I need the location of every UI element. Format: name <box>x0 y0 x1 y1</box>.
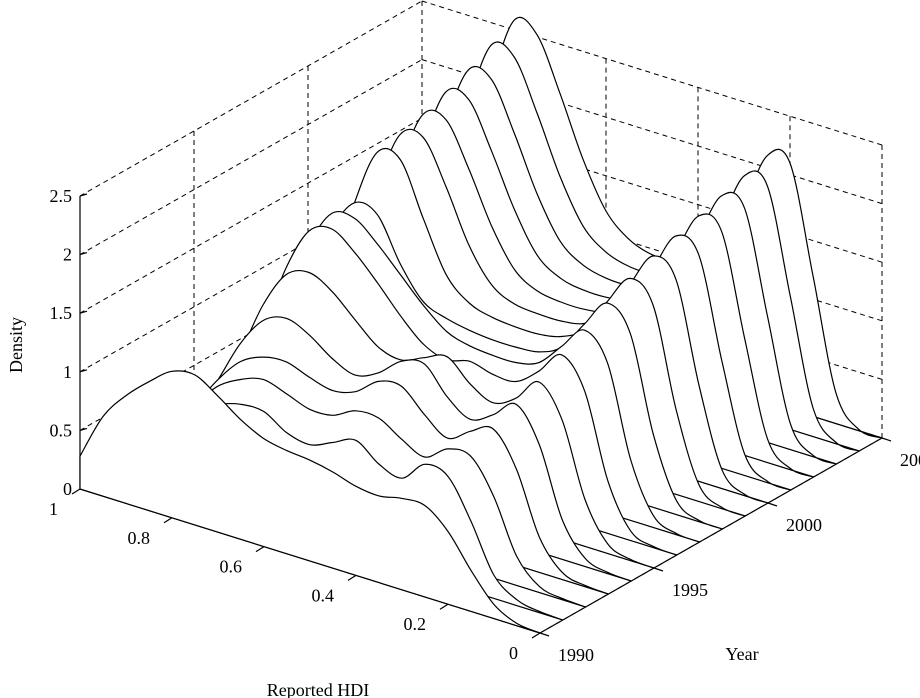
density-curve-1990 <box>79 370 541 634</box>
x-tick-label-4: 0.8 <box>128 528 151 548</box>
x-tick-label-0: 0 <box>509 643 518 663</box>
z-axis-label: Density <box>6 317 26 373</box>
z-tick-label-1: 0.5 <box>50 420 73 440</box>
back-wall-gridline-z-3 <box>79 117 423 314</box>
x-tick-mark-3 <box>255 546 265 553</box>
back-wall-gridline-z-4 <box>79 59 423 256</box>
y-tick-mark-2 <box>767 502 778 507</box>
x-tick-mark-5 <box>71 488 81 495</box>
curve-layer <box>79 16 883 634</box>
y-tick-mark-1 <box>653 567 664 572</box>
y-tick-label-2: 2000 <box>786 515 822 535</box>
z-tick-label-2: 1 <box>63 362 72 382</box>
z-tick-mark-3 <box>79 310 88 314</box>
x-tick-label-3: 0.6 <box>220 557 243 577</box>
x-tick-mark-2 <box>347 574 357 581</box>
x-tick-label-2: 0.4 <box>312 585 335 605</box>
y-axis-label: Year <box>725 644 758 664</box>
x-tick-mark-1 <box>439 603 449 610</box>
x-tick-mark-0 <box>531 632 541 639</box>
back-wall-gridline-z-5 <box>79 0 423 197</box>
y-tick-label-0: 1990 <box>558 645 594 665</box>
y-tick-label-1: 1995 <box>672 580 708 600</box>
y-tick-mark-0 <box>539 632 550 637</box>
z-tick-mark-1 <box>79 427 88 431</box>
x-tick-label-1: 0.2 <box>404 614 427 634</box>
z-tick-label-3: 1.5 <box>50 303 73 323</box>
z-tick-label-0: 0 <box>63 479 72 499</box>
x-tick-mark-4 <box>163 517 173 524</box>
x-axis-label: Reported HDI <box>267 680 369 698</box>
z-tick-label-5: 2.5 <box>50 186 73 206</box>
y-tick-mark-3 <box>881 437 892 442</box>
z-tick-mark-2 <box>79 369 88 373</box>
z-tick-mark-5 <box>79 193 88 197</box>
z-tick-label-4: 2 <box>63 245 72 265</box>
z-tick-mark-4 <box>79 252 88 256</box>
y-axis-line <box>539 437 883 634</box>
y-tick-label-3: 2005 <box>900 450 920 470</box>
label-layer: Reported HDI Year Density 0 0.2 0.4 0.6 0.8 1… <box>6 186 920 698</box>
x-tick-label-5: 1 <box>49 499 58 519</box>
